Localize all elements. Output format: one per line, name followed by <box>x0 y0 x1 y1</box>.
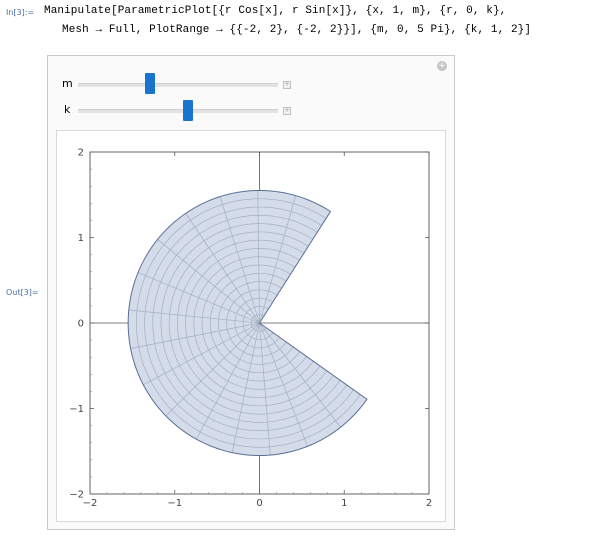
slider-m-expand-icon[interactable]: + <box>283 81 291 89</box>
mesh-spoke <box>143 322 260 386</box>
x-tick-label: 2 <box>426 498 432 509</box>
slider-k-thumb[interactable] <box>183 100 193 121</box>
y-tick-label: 2 <box>78 148 84 159</box>
slider-k-track[interactable] <box>78 109 278 113</box>
mesh-spoke <box>130 322 260 349</box>
x-tick-label: 1 <box>341 498 347 509</box>
mesh-spoke <box>259 322 271 456</box>
y-tick-label: 1 <box>78 233 84 244</box>
mesh-spoke <box>157 239 260 324</box>
slider-m-thumb[interactable] <box>145 73 156 94</box>
sector-outline <box>127 189 368 457</box>
mesh-spoke <box>196 322 260 440</box>
slider-m-label: m <box>62 77 73 90</box>
y-tick-label: 0 <box>78 319 84 330</box>
mesh-spoke <box>259 322 341 428</box>
x-tick-label: 0 <box>256 498 262 509</box>
slider-m-track[interactable] <box>78 83 278 87</box>
mesh-spoke <box>165 322 260 417</box>
sector-fill <box>128 190 367 456</box>
mesh-spoke <box>219 196 260 324</box>
slider-k-label: k <box>64 103 71 116</box>
parametric-plot: −2−2 −1 −1 0 0 1 1 2 2 <box>69 148 432 510</box>
mesh-spoke <box>231 322 260 453</box>
x-tick-label: −1 <box>167 498 182 509</box>
mesh-spoke <box>257 190 260 324</box>
plot-frame: −2 −2 −1 −1 0 0 1 1 2 2 <box>56 130 446 522</box>
y-tick-label: −2 <box>69 490 84 501</box>
mesh-spoke <box>259 195 297 324</box>
output-cell-label: Out[3]= <box>6 288 39 297</box>
add-options-icon[interactable]: + <box>437 61 447 71</box>
input-cell-label: In[3]:= <box>6 8 35 17</box>
code-line-1[interactable]: Manipulate[ParametricPlot[{r Cos[x], r S… <box>44 5 507 17</box>
slider-k-expand-icon[interactable]: + <box>283 107 291 115</box>
mesh-spoke <box>185 213 260 324</box>
mesh-spoke <box>137 272 260 324</box>
mesh-spoke <box>259 322 308 447</box>
code-line-2[interactable]: Mesh → Full, PlotRange → {{-2, 2}, {-2, … <box>62 24 532 36</box>
y-tick-label: −1 <box>69 404 84 415</box>
mesh-spoke <box>128 309 260 324</box>
x-tick-label: −2 <box>83 498 98 509</box>
